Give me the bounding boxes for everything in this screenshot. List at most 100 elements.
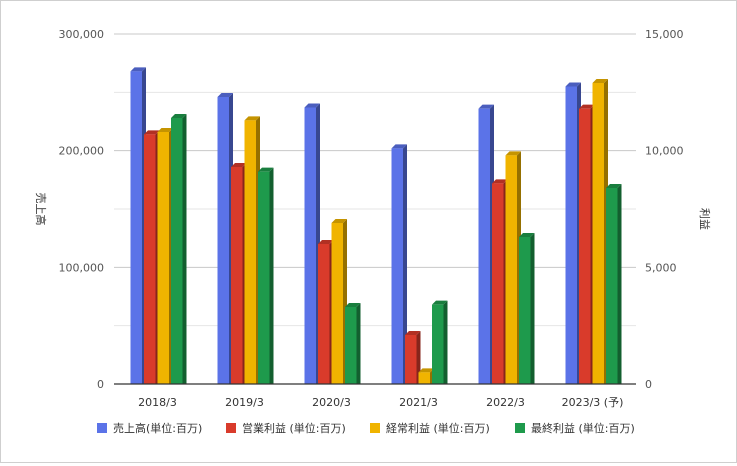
bar [606,184,622,384]
bar [345,303,361,384]
bar-top [318,240,334,244]
left-axis-title: 売上高 [34,193,48,226]
bar-front [432,304,444,384]
bar-front [157,132,169,384]
bar-front [318,244,330,384]
bar [318,240,334,384]
bar-front [391,148,403,384]
bar-top [565,82,581,87]
legend-label: 経常利益 (単位:百万) [386,421,490,435]
bar-front [171,118,183,384]
left-axis-tick-label: 100,000 [59,261,105,274]
right-axis-tick-label: 0 [645,378,652,391]
axes: 0 100,000 200,000 300,000 0 5,000 10,000 15,000… [34,28,712,409]
bar-side [443,300,448,384]
bar-side [269,167,274,384]
bar [391,144,407,384]
legend-entry: 最終利益 (単位:百万) [515,421,635,435]
bar-top [157,128,173,132]
bar-front [304,107,316,384]
bar-front [231,167,243,384]
bar-top [505,151,521,156]
bar [258,167,274,384]
bar-top [231,163,247,167]
bar [331,219,347,384]
bar-top [258,167,274,172]
bar-front [478,108,490,385]
bar-side [617,184,622,384]
bar-top [606,184,622,188]
bar-side [530,233,535,384]
bar [418,368,434,384]
legend-label: 売上高(単位:百万) [113,421,202,435]
bar [231,163,247,384]
bar [244,116,260,384]
bar-front [217,97,229,384]
bar-front [565,86,577,384]
bar-top [418,368,434,373]
bar [144,130,160,384]
legend-label: 営業利益 (単位:百万) [242,421,346,435]
bar-top [478,104,494,109]
right-axis-title: 利益 [698,208,712,230]
legend-entry: 経常利益 (単位:百万) [370,421,490,435]
category-label: 2021/3 [399,396,438,409]
bar-front [345,307,357,384]
grid-lines [114,33,636,385]
bar [405,331,421,384]
legend-swatch [226,423,236,433]
bar-front [405,335,417,384]
bar-side [416,331,421,384]
legend-swatch [370,423,380,433]
bar [157,128,173,384]
bar-front [519,237,531,384]
bar-front [258,171,270,384]
bar-front [505,155,517,384]
right-axis-tick-label: 10,000 [645,145,684,158]
bar-top [130,67,146,72]
category-label: 2022/3 [486,396,525,409]
bar [217,93,233,384]
bar-top [405,331,421,335]
bar-top [579,104,595,109]
bar-top [519,233,535,237]
bar-front [418,372,430,384]
bar-front [244,120,256,384]
bar-top [331,219,347,223]
bar-top [171,114,187,118]
legend-swatch [515,423,525,433]
bar [171,114,187,384]
bar [304,103,320,384]
bar [492,179,508,384]
category-label: 2018/3 [138,396,177,409]
bars [130,67,622,385]
bar-front [492,183,504,384]
bar-top [217,93,233,97]
bar-top [244,116,260,121]
bar-front [130,71,142,384]
bar-top [304,103,320,108]
bar [505,151,521,384]
category-label: 2020/3 [312,396,351,409]
bar [592,79,608,384]
bar [432,300,448,384]
bar [478,104,494,385]
bar-side [182,114,187,384]
bar [130,67,146,384]
right-axis-tick-label: 5,000 [645,261,677,274]
bar-front [606,188,618,384]
bar [519,233,535,384]
bar-front [592,83,604,384]
legend-entry: 売上高(単位:百万) [97,421,202,435]
bar-top [391,144,407,149]
legend-entry: 営業利益 (単位:百万) [226,421,346,435]
bar-top [345,303,361,307]
right-axis-tick-label: 15,000 [645,28,684,41]
category-label: 2019/3 [225,396,264,409]
bar-top [592,79,608,83]
bar [579,104,595,385]
bar-front [144,134,156,384]
bar-top [144,130,160,135]
bar-top [432,300,448,305]
